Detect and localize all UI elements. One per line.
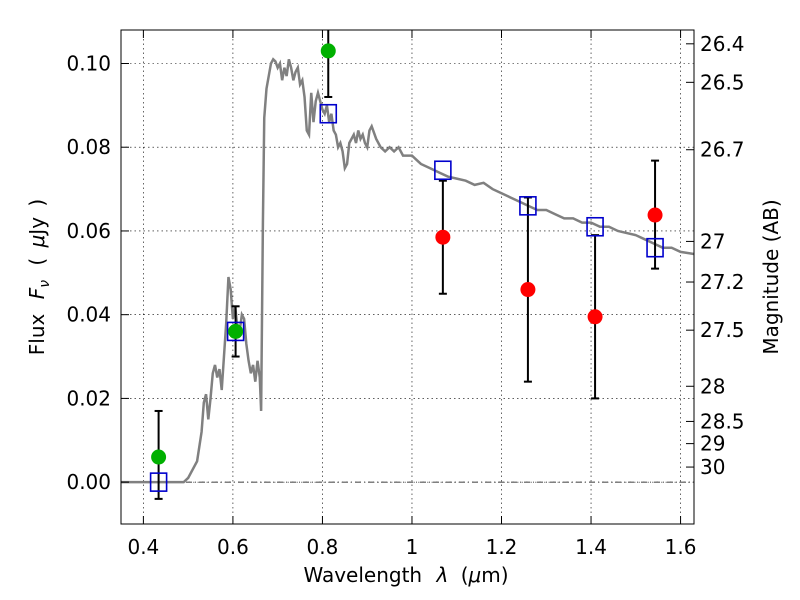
x-tick-label: 0.8	[307, 535, 339, 559]
model-bandpass-square	[519, 196, 537, 216]
model-bandpass-square	[434, 160, 452, 181]
x-tick-label: 1.2	[486, 535, 518, 559]
y-tick-label: 0.08	[66, 135, 111, 159]
plot-background	[121, 30, 694, 524]
y2-tick-label: 26.4	[700, 32, 745, 56]
model-bandpass-square	[226, 321, 245, 342]
x-tick-label: 1	[406, 535, 419, 559]
model-bandpass-square	[586, 216, 604, 237]
x-axis-title: Wavelength λ (μm)	[303, 563, 508, 587]
x-tick-label: 1.6	[665, 535, 697, 559]
red-observed-point	[647, 207, 663, 223]
data-markers	[149, 43, 664, 492]
model-bandpass-square	[646, 237, 664, 258]
y2-tick-label: 28.5	[700, 409, 745, 433]
red-observed-point	[520, 282, 536, 298]
x-tick-label: 0.6	[217, 535, 249, 559]
y-tick-label: 0.04	[66, 303, 111, 327]
y2-tick-label: 28	[700, 374, 725, 398]
model-sed-line	[121, 57, 694, 484]
y-tick-label: 0.10	[66, 51, 111, 75]
model-bandpass-square	[319, 103, 338, 124]
y-tick-label: 0.00	[66, 470, 111, 494]
y-tick-label: 0.06	[66, 219, 111, 243]
model-bandpass-square	[149, 472, 168, 492]
y-axis-title: Flux Fν ( μJy )	[25, 199, 54, 355]
y2-tick-label: 29	[700, 432, 725, 456]
x-axis-ticks: 0.4 0.6 0.8 1 1.2 1.4 1.6	[127, 30, 696, 559]
x-tick-label: 1.4	[575, 535, 607, 559]
y-axis-ticks: 0.00 0.02 0.04 0.06 0.08 0.10	[66, 51, 129, 494]
green-observed-point	[151, 449, 167, 465]
y2-axis-title: Magnitude (AB)	[759, 199, 783, 354]
red-observed-point	[587, 309, 603, 325]
plot-frame	[120, 29, 695, 525]
y2-tick-label: 30	[700, 455, 725, 479]
y2-tick-label: 27	[700, 229, 725, 253]
green-observed-point	[228, 323, 244, 339]
y-tick-label: 0.02	[66, 386, 111, 410]
red-observed-point	[435, 229, 451, 245]
y2-tick-label: 27.2	[700, 270, 745, 294]
y2-tick-label: 26.7	[700, 138, 745, 162]
y2-tick-label: 26.5	[700, 70, 745, 94]
green-observed-point	[320, 43, 336, 59]
x-tick-label: 0.4	[127, 535, 159, 559]
y2-tick-label: 27.5	[700, 318, 745, 342]
